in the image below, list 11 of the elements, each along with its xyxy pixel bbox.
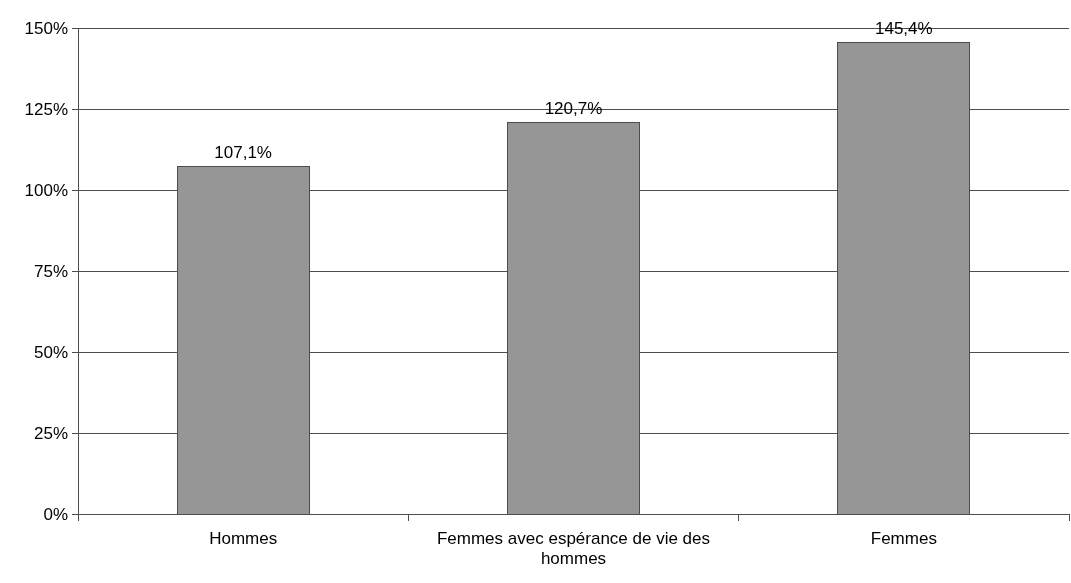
y-tick-label: 150% [24, 18, 68, 38]
y-tick-label: 25% [33, 423, 68, 443]
x-tick-label: Femmes avec espérance de vie des hommes [436, 529, 711, 569]
y-tick-label: 0% [43, 504, 68, 524]
y-tick-label: 125% [24, 99, 68, 119]
y-tick-label: 100% [24, 180, 68, 200]
x-tick-label: Hommes [209, 529, 278, 548]
y-tick-label: 50% [33, 342, 68, 362]
x-tick-label: Femmes [870, 529, 937, 548]
data-label: 107,1% [214, 143, 272, 162]
y-tick-label: 75% [33, 261, 68, 281]
